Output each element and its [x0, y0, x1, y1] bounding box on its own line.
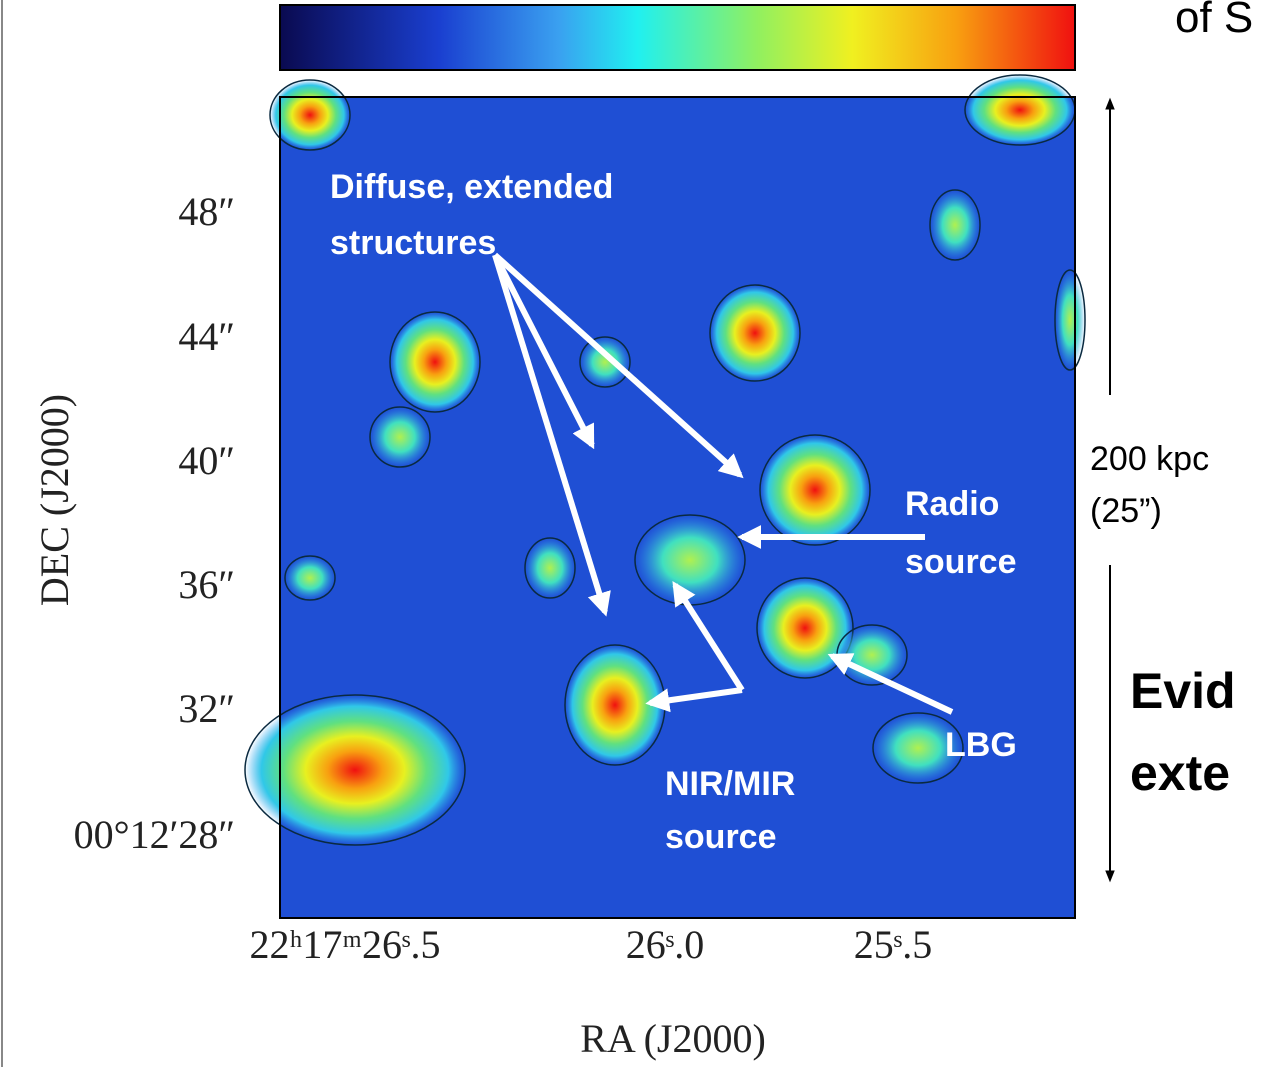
source	[269, 79, 351, 151]
arrow	[492, 254, 611, 617]
x-ticks: 22ʰ17ᵐ26ˢ.5 26ˢ.0 25ˢ.5	[250, 922, 933, 967]
faint-sources	[284, 189, 1086, 784]
source	[756, 577, 854, 679]
side-text: exte	[1130, 745, 1230, 801]
x-tick-label: 25ˢ.5	[854, 922, 933, 967]
annotation: structures	[330, 224, 496, 262]
side-text: Evid	[1130, 663, 1236, 719]
y-tick-label: 36″	[178, 562, 235, 607]
source	[564, 644, 666, 766]
annotation: source	[905, 543, 1017, 581]
annotation: NIR/MIR	[665, 765, 795, 803]
scale-label: 200 kpc	[1090, 440, 1209, 478]
source	[929, 189, 981, 261]
scale-bar: 200 kpc (25”)	[1090, 97, 1209, 883]
annotation: Diffuse, extended	[330, 168, 613, 206]
y-ticks: 48″ 44″ 40″ 36″ 32″ 00°12′28″	[74, 189, 235, 857]
arrows	[492, 252, 954, 715]
arrow	[492, 252, 744, 479]
source	[634, 514, 746, 606]
source	[709, 284, 801, 382]
x-tick-label: 22ʰ17ᵐ26ˢ.5	[250, 922, 441, 967]
scale-label: (25”)	[1090, 492, 1162, 530]
source	[1054, 269, 1086, 371]
image-panel: Diffuse, extended structures Radio sourc…	[244, 74, 1086, 919]
y-tick-label: 40″	[178, 438, 235, 483]
arrow	[492, 253, 595, 450]
arrow	[645, 687, 743, 713]
colorbar-scale	[279, 4, 1076, 71]
y-tick-label: 32″	[178, 686, 235, 731]
annotation: Radio	[905, 485, 999, 523]
x-tick-label: 26ˢ.0	[626, 922, 705, 967]
y-tick-label: 00°12′28″	[74, 812, 235, 857]
header-fragment: of S	[1175, 0, 1253, 42]
source	[284, 555, 336, 601]
annotations: Diffuse, extended structures Radio sourc…	[330, 168, 1017, 856]
annotation: LBG	[945, 726, 1017, 764]
y-tick-label: 44″	[178, 314, 235, 359]
source	[244, 694, 466, 846]
source	[579, 336, 631, 388]
arrow	[827, 653, 954, 715]
source	[369, 406, 431, 468]
y-axis-label: DEC (J2000)	[32, 394, 77, 606]
annotation: source	[665, 818, 777, 856]
source	[872, 712, 964, 784]
source	[964, 74, 1076, 146]
source	[524, 537, 576, 599]
arrow	[672, 580, 745, 692]
colorbar	[279, 4, 1076, 71]
source	[759, 434, 871, 546]
image-frame	[279, 96, 1076, 919]
source	[389, 311, 481, 413]
x-axis-label: RA (J2000)	[580, 1016, 766, 1061]
y-tick-label: 48″	[178, 189, 235, 234]
